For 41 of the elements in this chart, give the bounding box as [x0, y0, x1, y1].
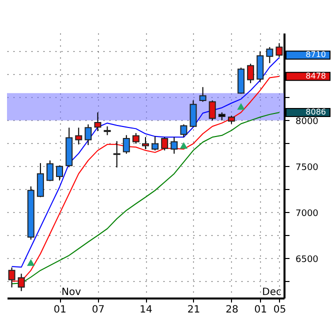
x-tick-label: 01	[54, 304, 66, 316]
candlestick	[94, 112, 102, 132]
point	[237, 103, 245, 110]
y-tick-label: 6500	[296, 254, 319, 265]
candlestick	[161, 136, 168, 151]
candlestick	[190, 100, 197, 128]
x-tick-label: 05	[273, 304, 286, 316]
annotation: Nov	[62, 287, 82, 298]
text: 8710	[306, 50, 326, 60]
candlestick	[122, 134, 130, 154]
point	[27, 259, 35, 266]
x-tick-label: 21	[187, 304, 200, 316]
candlestick	[199, 86, 206, 102]
candlestick	[152, 136, 159, 151]
candlestick	[256, 51, 264, 82]
candlestick	[247, 63, 254, 84]
text: 8478	[306, 71, 326, 80]
candlestick	[266, 46, 274, 64]
x-tick-label: 14	[140, 304, 152, 316]
y-tick-label: 7500	[296, 162, 319, 173]
y-tick-label: 7000	[296, 208, 319, 219]
candlestick	[180, 124, 188, 138]
candlestick	[113, 140, 120, 168]
candlestick	[208, 100, 216, 121]
x-tick-label: 28	[226, 304, 238, 316]
candlestick	[36, 162, 44, 198]
candlestick	[132, 132, 140, 144]
candlestick	[75, 127, 82, 145]
x-tick-label: 07	[92, 304, 105, 316]
candlestick	[46, 160, 54, 182]
annotation: Dec	[262, 287, 282, 298]
candlestick	[8, 266, 16, 288]
text: 8086	[306, 108, 326, 116]
candlestick	[142, 136, 149, 150]
candlestick	[56, 164, 64, 181]
point	[180, 142, 188, 149]
candlestick	[84, 124, 92, 146]
candlestick	[18, 273, 25, 292]
candlestick	[170, 136, 178, 154]
x-tick-label: 01	[254, 304, 267, 316]
y-tick-label: 8000	[296, 116, 319, 127]
